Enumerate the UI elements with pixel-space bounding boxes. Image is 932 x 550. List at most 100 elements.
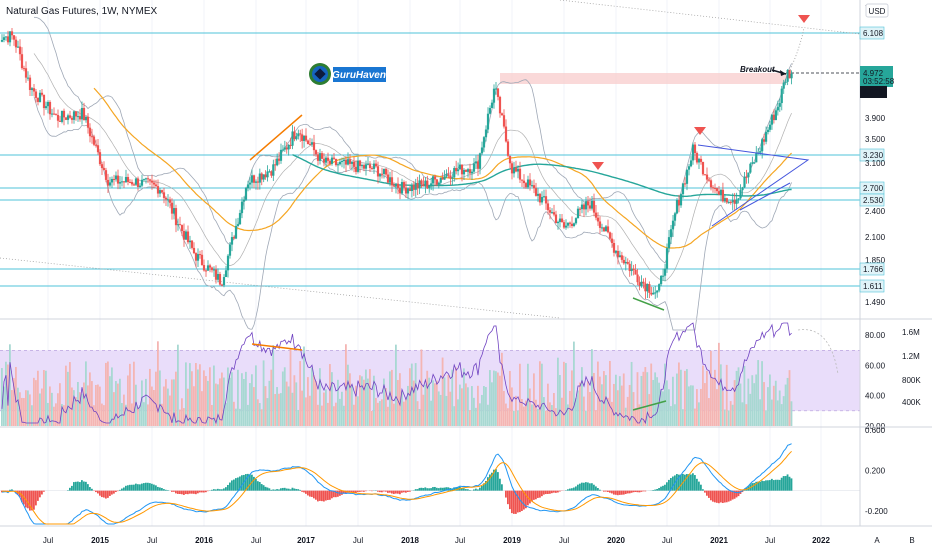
- macd-histogram-bar: [33, 490, 35, 510]
- candle-body: [112, 178, 116, 180]
- macd-histogram-bar: [461, 488, 463, 491]
- candle-body: [142, 179, 146, 181]
- candle-body: [52, 113, 56, 115]
- macd-histogram-bar: [193, 490, 195, 494]
- volume-bar: [684, 370, 686, 426]
- log-scale-button[interactable]: B: [909, 536, 914, 545]
- macd-histogram-bar: [361, 490, 363, 492]
- volume-bar: [403, 401, 405, 426]
- volume-bar: [209, 367, 211, 426]
- level-badge: [859, 148, 885, 162]
- candle-body: [316, 154, 320, 161]
- candle-body: [358, 160, 362, 167]
- candle-body: [76, 116, 80, 118]
- macd-histogram-bar: [613, 490, 615, 495]
- volume-bar: [11, 390, 13, 426]
- candle-body: [372, 163, 376, 169]
- candle-body: [620, 255, 623, 260]
- macd-histogram-bar: [501, 484, 503, 491]
- macd-pane: 0.600 0.200 -0.200: [0, 426, 888, 525]
- volume-bar: [357, 396, 359, 426]
- auto-scale-button[interactable]: A: [874, 536, 880, 545]
- candle-body: [392, 185, 396, 187]
- volume-bar: [565, 363, 567, 426]
- macd-histogram-bar: [203, 490, 205, 493]
- volume-bar: [365, 369, 367, 426]
- candle-body: [788, 69, 791, 79]
- candle-body: [786, 69, 789, 82]
- candle-body: [500, 113, 504, 116]
- macd-histogram-bar: [515, 490, 517, 514]
- macd-histogram-bar: [255, 478, 257, 491]
- candle-body: [673, 213, 677, 221]
- volume-bar: [616, 390, 619, 426]
- volume-bar: [331, 372, 333, 426]
- candle-body: [677, 199, 681, 206]
- macd-histogram-bar: [301, 490, 303, 492]
- candle-body: [60, 110, 64, 122]
- macd-histogram-bar: [759, 481, 761, 491]
- volume-bar: [706, 370, 708, 426]
- macd-histogram-bar: [618, 490, 621, 495]
- macd-histogram-bar: [217, 488, 219, 491]
- macd-histogram-bar: [137, 484, 139, 491]
- candle-body: [644, 283, 647, 292]
- volume-bar: [551, 405, 553, 426]
- candle-body: [524, 183, 528, 188]
- candle-body: [776, 106, 779, 111]
- candle-body: [380, 173, 384, 175]
- macd-histogram-bar: [513, 490, 515, 514]
- macd-histogram-bar: [509, 490, 511, 510]
- candle-body: [86, 116, 90, 128]
- volume-bar: [511, 387, 513, 426]
- macd-histogram-bar: [553, 490, 555, 493]
- volume-bar: [353, 404, 355, 426]
- volume-bar: [291, 392, 294, 426]
- candle-body: [318, 153, 322, 161]
- candle-body: [679, 194, 683, 206]
- volume-bar: [624, 407, 627, 426]
- volume-bar: [45, 370, 47, 426]
- y-tick-label: 1.850: [865, 256, 886, 265]
- volume-bar: [656, 377, 658, 426]
- y-tick-label: 3.500: [865, 135, 886, 144]
- candle-body: [256, 181, 260, 183]
- volume-bar: [333, 406, 335, 426]
- macd-histogram-bar: [712, 490, 714, 502]
- volume-bar: [523, 406, 525, 426]
- candle-body: [506, 141, 510, 156]
- volume-bar: [475, 407, 477, 426]
- macd-histogram-bar: [37, 490, 39, 501]
- volume-bar: [159, 370, 161, 426]
- candle-body: [466, 169, 470, 172]
- macd-histogram-bar: [171, 490, 173, 492]
- volume-bar: [591, 349, 593, 426]
- candle-body: [293, 131, 296, 140]
- countdown-label: 03:52:58: [863, 77, 895, 86]
- candle-body: [340, 161, 344, 163]
- macd-histogram-bar: [79, 482, 81, 491]
- macd-histogram-bar: [557, 490, 559, 493]
- moving-average-slow: [292, 153, 792, 197]
- sell-signal-marker-icon: [798, 15, 810, 23]
- macd-histogram-bar: [591, 483, 593, 491]
- y-tick-label: 3.900: [865, 114, 886, 123]
- volume-bar: [5, 361, 7, 426]
- candle-body: [437, 182, 440, 185]
- currency-badge[interactable]: [865, 3, 889, 18]
- macd-histogram-bar: [159, 487, 161, 491]
- candle-body: [18, 46, 22, 55]
- candle-body: [301, 134, 304, 141]
- volume-bar: [247, 404, 249, 426]
- macd-histogram-bar: [589, 483, 591, 491]
- macd-histogram-bar: [359, 490, 361, 492]
- candle-body: [768, 124, 772, 130]
- macd-histogram-bar: [389, 490, 391, 493]
- macd-histogram-bar: [272, 489, 275, 491]
- volume-bar: [7, 364, 9, 426]
- macd-histogram-bar: [264, 486, 267, 491]
- volume-bar: [315, 381, 317, 426]
- candle-body: [88, 127, 92, 137]
- volume-bar: [187, 388, 189, 426]
